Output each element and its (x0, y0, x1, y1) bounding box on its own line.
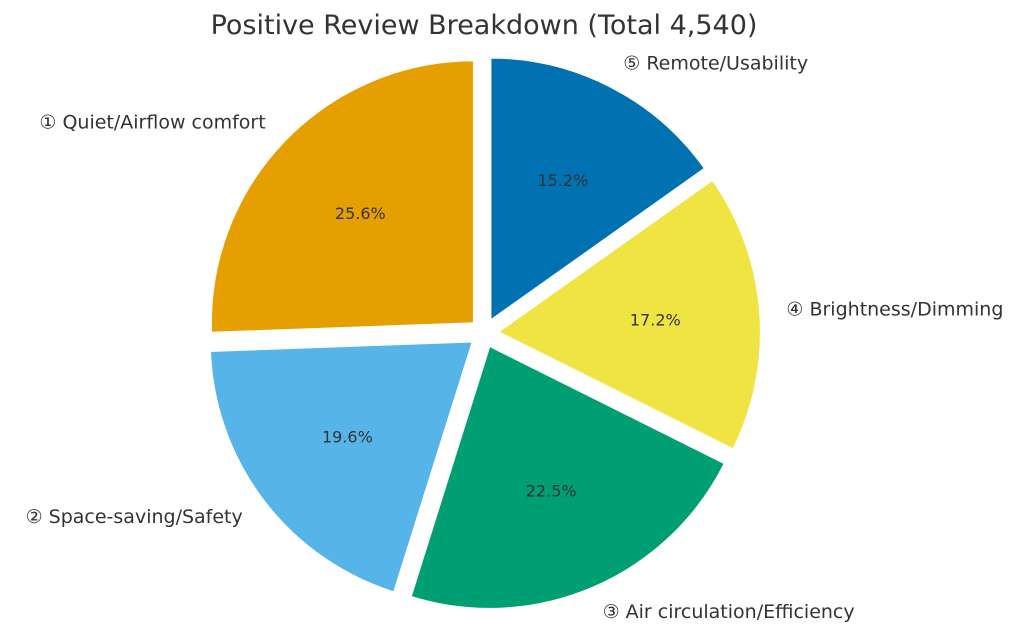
pie-slice-5 (489, 56, 707, 323)
pct-label-3: 22.5% (526, 482, 577, 501)
pie-slice-2 (209, 340, 475, 594)
percentage-labels: 25.6% 19.6% 22.5% 17.2% 15.2% (322, 171, 681, 501)
category-label-4: ④ Brightness/Dimming (786, 299, 1003, 321)
category-label-1: ① Quiet/Airflow comfort (39, 111, 265, 133)
category-label-3: ③ Air circulation/Efficiency (603, 601, 855, 623)
pie-slices (209, 56, 762, 610)
pct-label-5: 15.2% (537, 171, 588, 190)
category-label-2: ② Space-saving/Safety (26, 506, 243, 528)
category-label-5: ⑤ Remote/Usability (623, 53, 808, 75)
pie-slice-3 (409, 344, 727, 610)
pie-slice-1 (209, 59, 475, 334)
pct-label-4: 17.2% (630, 310, 681, 329)
category-labels: ① Quiet/Airflow comfort ② Space-saving/Sa… (26, 53, 1004, 624)
chart-title: Positive Review Breakdown (Total 4,540) (211, 10, 758, 41)
pct-label-2: 19.6% (322, 428, 373, 447)
pct-label-1: 25.6% (335, 204, 386, 223)
pie-slice-4 (496, 178, 762, 451)
